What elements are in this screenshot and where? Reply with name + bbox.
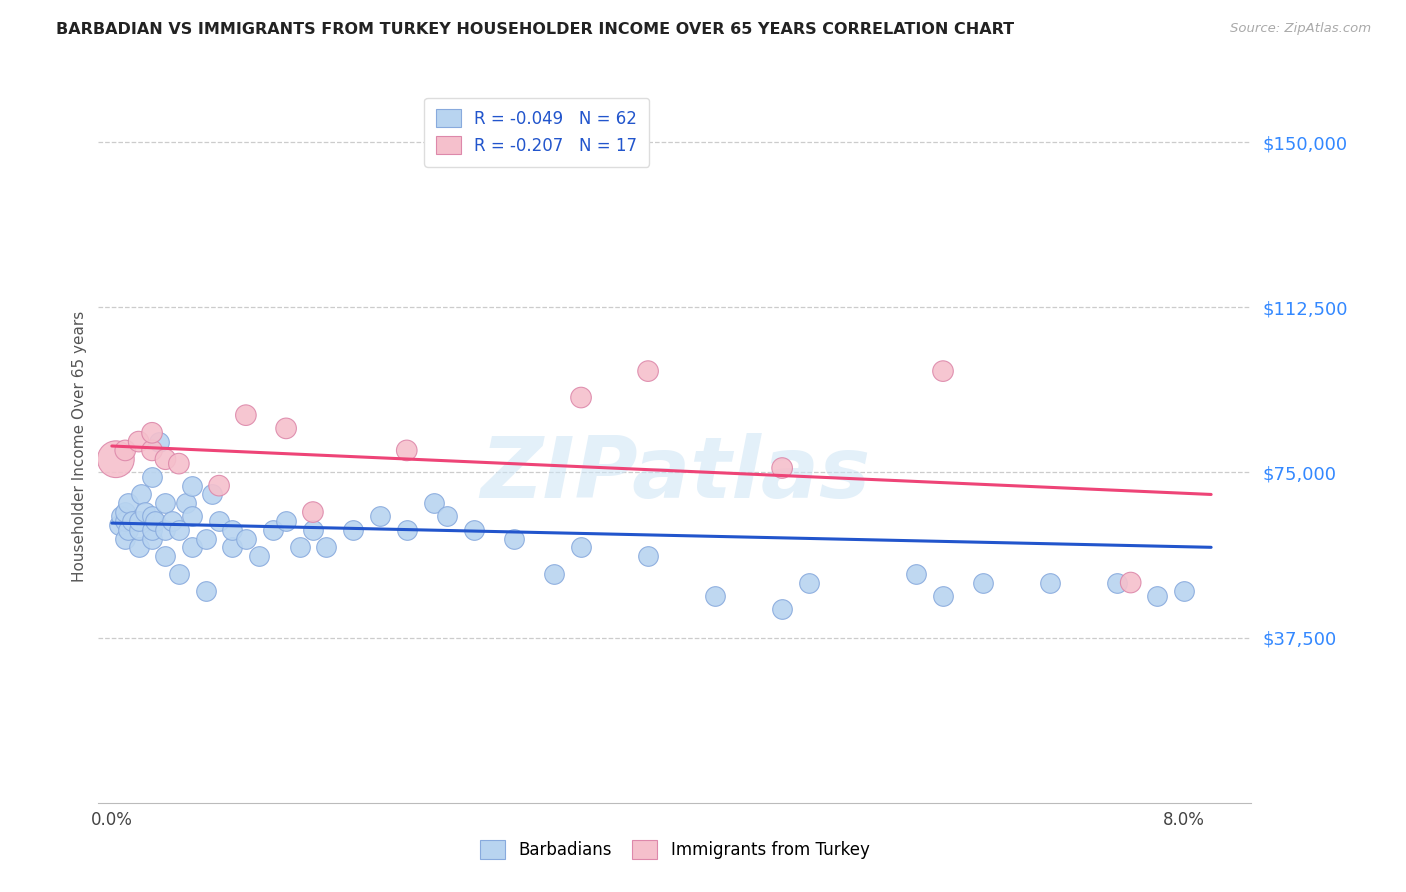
Point [770, 461, 793, 475]
Point [221, 523, 243, 537]
Point [1173, 584, 1195, 599]
Point [932, 589, 955, 603]
Point [128, 541, 150, 555]
Point [395, 443, 418, 458]
Point [569, 541, 592, 555]
Point [141, 532, 163, 546]
Point [141, 425, 163, 440]
Point [302, 505, 325, 519]
Point [543, 566, 565, 581]
Point [141, 443, 163, 458]
Point [131, 487, 153, 501]
Point [262, 523, 284, 537]
Point [342, 523, 364, 537]
Point [128, 434, 150, 449]
Point [167, 523, 190, 537]
Point [141, 523, 163, 537]
Point [167, 457, 190, 471]
Point [128, 514, 150, 528]
Point [503, 532, 526, 546]
Point [141, 509, 163, 524]
Point [117, 496, 139, 510]
Y-axis label: Householder Income Over 65 years: Householder Income Over 65 years [72, 310, 87, 582]
Point [181, 478, 204, 492]
Point [637, 364, 659, 378]
Point [368, 509, 391, 524]
Text: ZIPatlas: ZIPatlas [479, 433, 870, 516]
Point [1146, 589, 1168, 603]
Point [932, 364, 955, 378]
Point [110, 509, 132, 524]
Point [221, 541, 243, 555]
Point [770, 602, 793, 616]
Point [148, 434, 170, 449]
Point [569, 391, 592, 405]
Point [302, 523, 325, 537]
Point [155, 496, 177, 510]
Point [315, 541, 337, 555]
Point [422, 496, 444, 510]
Point [174, 496, 197, 510]
Point [797, 575, 820, 590]
Point [208, 514, 231, 528]
Point [235, 532, 257, 546]
Point [107, 518, 129, 533]
Point [905, 566, 928, 581]
Text: BARBADIAN VS IMMIGRANTS FROM TURKEY HOUSEHOLDER INCOME OVER 65 YEARS CORRELATION: BARBADIAN VS IMMIGRANTS FROM TURKEY HOUS… [56, 22, 1014, 37]
Point [121, 514, 143, 528]
Point [972, 575, 994, 590]
Point [201, 487, 224, 501]
Point [288, 541, 311, 555]
Point [117, 523, 139, 537]
Point [194, 584, 217, 599]
Point [114, 443, 136, 458]
Legend: Barbadians, Immigrants from Turkey: Barbadians, Immigrants from Turkey [474, 834, 876, 866]
Point [194, 532, 217, 546]
Point [155, 452, 177, 467]
Point [395, 523, 418, 537]
Point [128, 523, 150, 537]
Text: Source: ZipAtlas.com: Source: ZipAtlas.com [1230, 22, 1371, 36]
Point [104, 452, 127, 467]
Point [247, 549, 270, 563]
Point [143, 514, 166, 528]
Point [235, 408, 257, 422]
Point [114, 532, 136, 546]
Point [274, 514, 297, 528]
Point [181, 509, 204, 524]
Point [134, 505, 156, 519]
Point [181, 541, 204, 555]
Point [160, 514, 183, 528]
Point [463, 523, 485, 537]
Point [1119, 575, 1142, 590]
Point [1107, 575, 1129, 590]
Point [436, 509, 458, 524]
Point [274, 421, 297, 435]
Point [155, 549, 177, 563]
Point [114, 514, 136, 528]
Point [155, 523, 177, 537]
Point [114, 505, 136, 519]
Point [208, 478, 231, 492]
Point [141, 470, 163, 484]
Point [167, 566, 190, 581]
Point [1039, 575, 1062, 590]
Point [704, 589, 727, 603]
Point [637, 549, 659, 563]
